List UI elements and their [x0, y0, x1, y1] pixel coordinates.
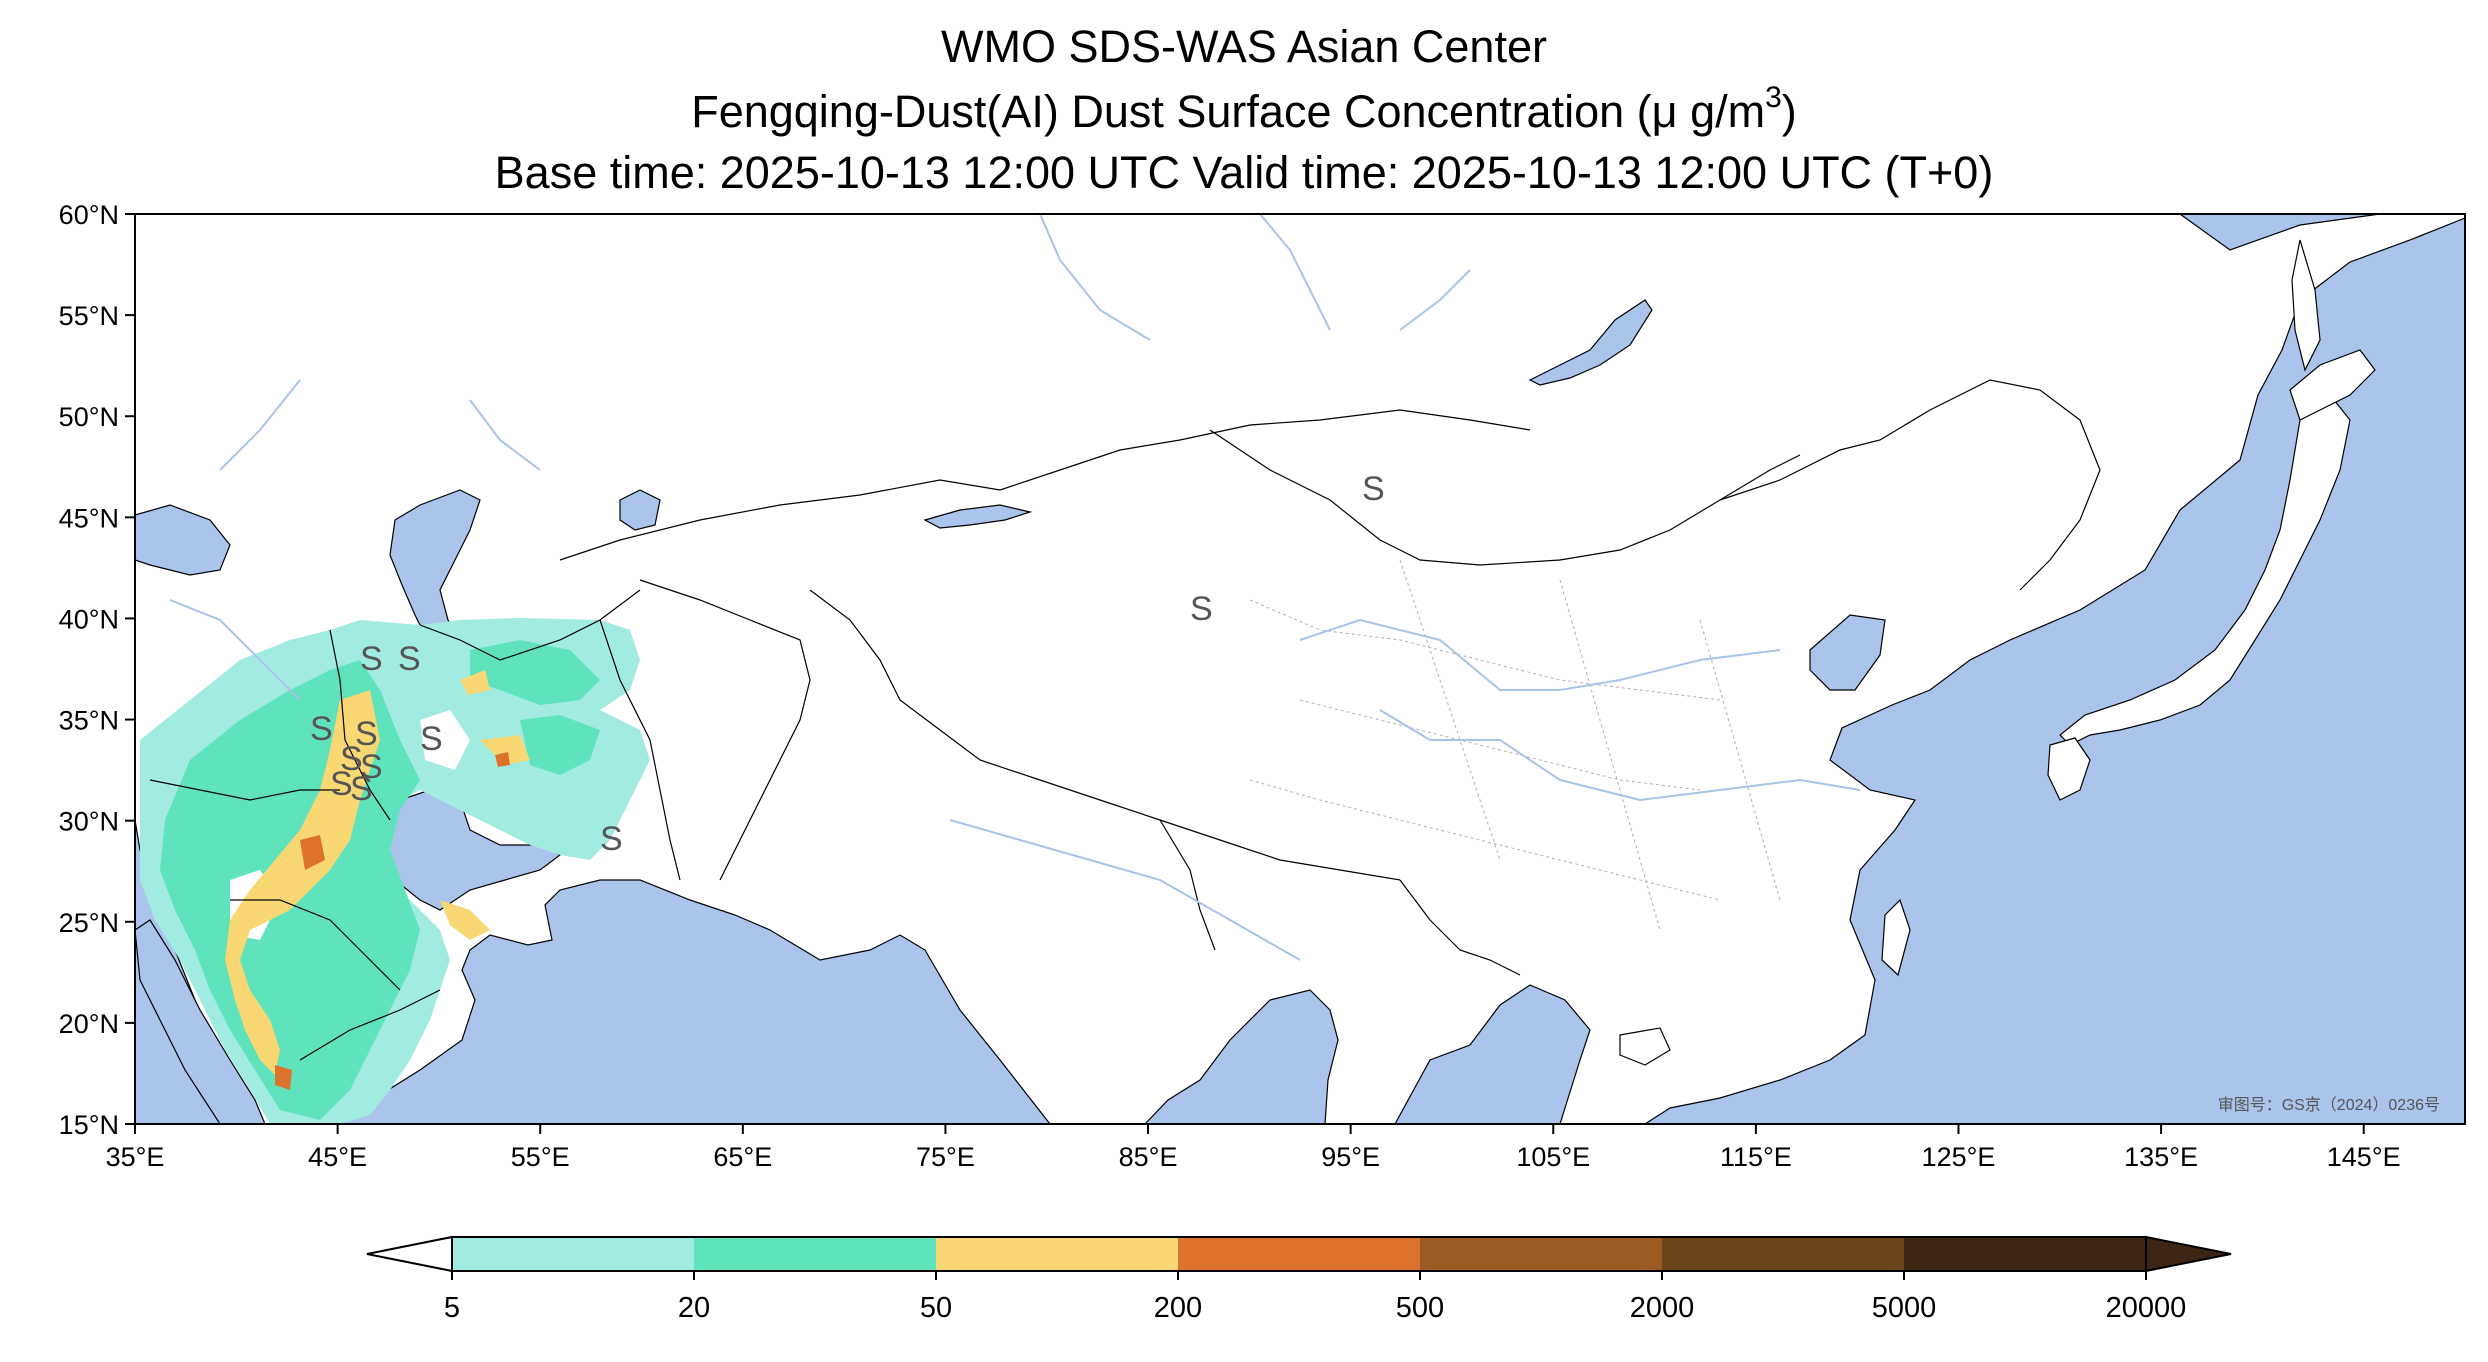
colorbar-tick-label: 500: [1396, 1292, 1444, 1324]
colorbar-segment: [1420, 1237, 1662, 1271]
lon-tick-label: 115°E: [1720, 1142, 1792, 1172]
symbol-s: S: [340, 740, 363, 778]
lat-tick-label: 55°N: [59, 301, 119, 331]
colorbar-max-extension: [2145, 1235, 2232, 1273]
lat-tick-label: 30°N: [59, 807, 119, 837]
colorbar-segment: [936, 1237, 1178, 1271]
lake-balkhash: [923, 504, 1033, 529]
colorbar-segment: [452, 1237, 694, 1271]
dust-shading: [140, 618, 650, 1124]
country-borders: [149, 379, 2101, 1061]
lat-tick-label: 60°N: [59, 200, 119, 230]
land-taiwan: [1881, 898, 1911, 977]
lon-tick-label: 85°E: [1119, 1142, 1178, 1172]
subtitle-unit: μ g/m: [1651, 86, 1766, 137]
caspian-sea: [389, 489, 481, 661]
symbol-s: S: [360, 640, 383, 678]
land-japan: [2059, 394, 2351, 746]
land-hainan: [1619, 1027, 1671, 1066]
weather-symbols: S S S S S S S S S S S S: [310, 470, 1385, 858]
symbol-s: S: [330, 765, 353, 803]
colorbar-min-extension: [366, 1235, 453, 1273]
map-subtitle: Fengqing-Dust(AI) Dust Surface Concentra…: [0, 83, 2488, 139]
bohai-sea: [1809, 614, 1886, 691]
lon-tick-label: 125°E: [1922, 1142, 1996, 1172]
lon-tick-label: 55°E: [511, 1142, 570, 1172]
colorbar-segment: [1662, 1237, 1904, 1271]
lat-tick-label: 25°N: [59, 908, 119, 938]
land-sri-lanka: [860, 1100, 900, 1124]
symbol-s: S: [350, 770, 373, 808]
subtitle-text: Fengqing-Dust(AI) Dust Surface Concentra…: [691, 86, 1652, 137]
province-borders: [1249, 559, 1781, 931]
red-sea: [135, 919, 266, 1124]
lon-tick-label: 35°E: [106, 1142, 165, 1172]
lat-tick-label: 20°N: [59, 1009, 119, 1039]
colorbar-frame: [451, 1236, 2147, 1272]
colorbar-tick-label: 5000: [1872, 1292, 1937, 1324]
symbol-s: S: [600, 820, 623, 858]
map-time-line: Base time: 2025-10-13 12:00 UTC Valid ti…: [494, 147, 1994, 198]
lon-tick-label: 105°E: [1516, 1142, 1590, 1172]
lon-tick-label: 95°E: [1321, 1142, 1380, 1172]
colorbar-segment: [1178, 1237, 1420, 1271]
colorbar-tick-label: 20000: [2106, 1292, 2187, 1324]
lat-tick-label: 15°N: [59, 1110, 119, 1140]
colorbar-tick-label: 200: [1154, 1292, 1202, 1324]
map-frame: [134, 213, 2466, 1125]
lon-tick-label: 135°E: [2124, 1142, 2198, 1172]
symbol-s: S: [360, 748, 383, 786]
subtitle-unit-exponent: 3: [1765, 81, 1782, 114]
colorbar-tick-label: 2000: [1630, 1292, 1695, 1324]
land-eurasia: [135, 214, 2465, 1124]
lon-tick-label: 65°E: [713, 1142, 772, 1172]
lon-tick-label: 75°E: [916, 1142, 975, 1172]
colorbar-segment: [1904, 1237, 2146, 1271]
lon-tick-label: 145°E: [2327, 1142, 2401, 1172]
symbol-s: S: [398, 640, 421, 678]
colorbar-tick-label: 50: [920, 1292, 952, 1324]
land-hokkaido: [2289, 349, 2376, 421]
map-ticks: 35°E 45°E 55°E 65°E 75°E 85°E 95°E 105°E 115°E 12…: [59, 200, 2401, 1172]
colorbar-segment: [694, 1237, 936, 1271]
lat-tick-label: 35°N: [59, 706, 119, 736]
map-watermark: 审图号：GS京（2024）0236号: [2218, 1096, 2440, 1114]
aral-sea: [619, 489, 661, 531]
map-title: WMO SDS-WAS Asian Center: [941, 21, 1547, 72]
symbol-s: S: [355, 715, 378, 753]
colorbar-tick-label: 5: [444, 1292, 460, 1324]
symbol-s: S: [310, 710, 333, 748]
lat-tick-label: 40°N: [59, 604, 119, 634]
rivers: [169, 214, 1861, 961]
lat-tick-label: 45°N: [59, 503, 119, 533]
black-sea: [135, 504, 231, 576]
colorbar-tick-label: 20: [678, 1292, 710, 1324]
symbol-s: S: [420, 720, 443, 758]
subtitle-close: ): [1781, 86, 1797, 137]
land-sakhalin: [2291, 239, 2321, 372]
land-kyushu: [2047, 737, 2091, 801]
lat-tick-label: 50°N: [59, 402, 119, 432]
symbol-s: S: [1190, 590, 1213, 628]
lake-baikal: [1528, 299, 1653, 386]
symbol-s: S: [1362, 470, 1385, 508]
lon-tick-label: 45°E: [308, 1142, 367, 1172]
